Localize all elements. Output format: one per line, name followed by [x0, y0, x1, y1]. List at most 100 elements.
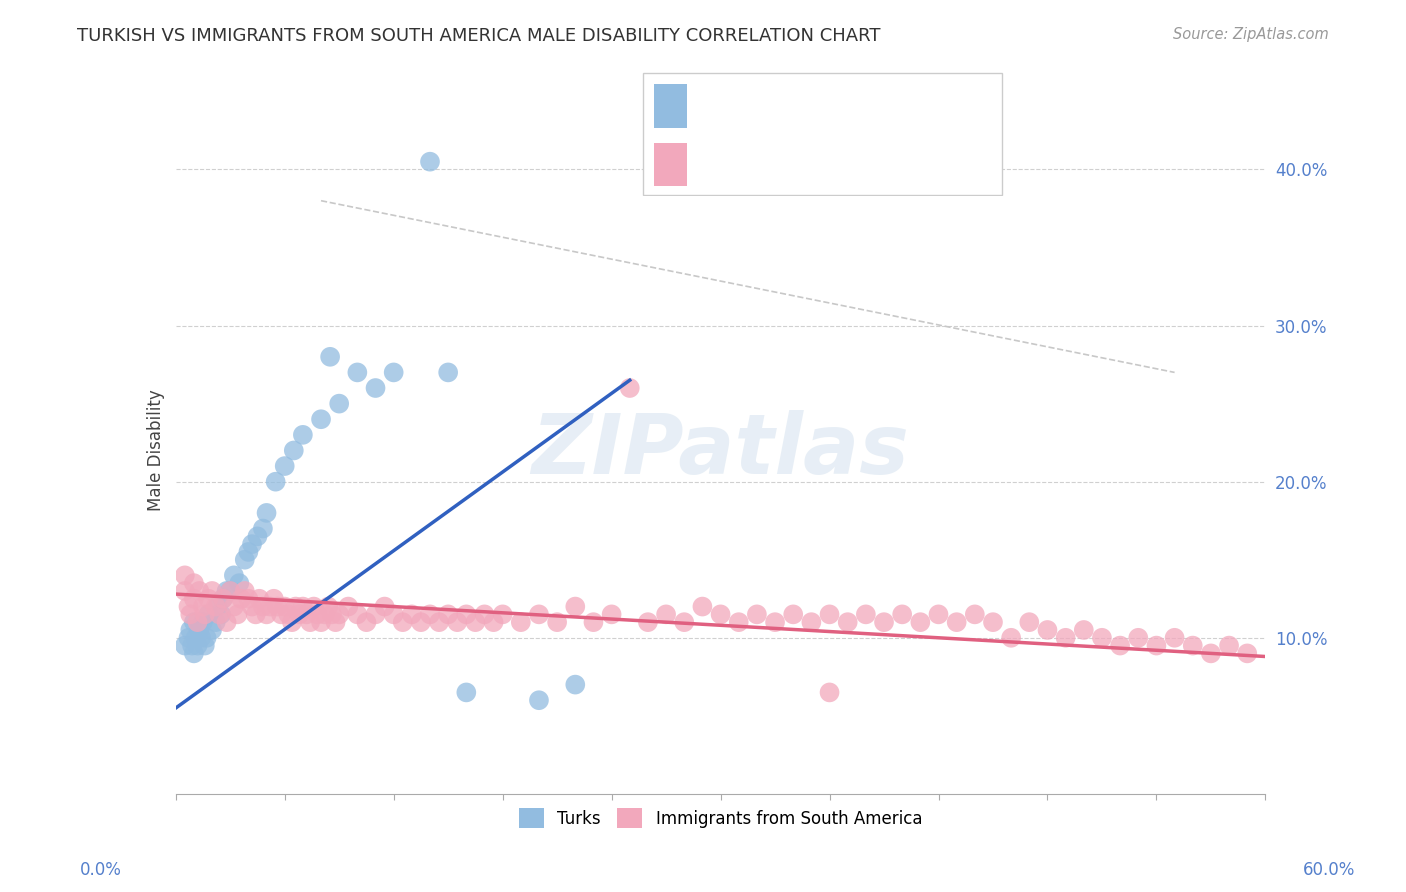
Point: [231, 591, 253, 606]
Point: [188, 583, 211, 598]
Point: [228, 576, 250, 591]
Point: [307, 607, 329, 622]
Point: [209, 607, 232, 622]
Point: [1091, 631, 1114, 645]
Point: [437, 607, 460, 622]
Point: [509, 615, 531, 630]
Point: [337, 599, 360, 614]
Point: [1000, 631, 1022, 645]
Point: [201, 583, 224, 598]
Point: [818, 607, 841, 622]
Point: [183, 576, 205, 591]
Point: [173, 568, 195, 582]
Point: [314, 607, 336, 622]
Point: [281, 615, 304, 630]
Point: [302, 599, 325, 614]
Point: [619, 381, 641, 395]
Point: [194, 607, 217, 622]
Text: R =: R =: [699, 97, 734, 115]
Point: [184, 631, 207, 645]
Point: [291, 599, 314, 614]
Point: [1054, 631, 1077, 645]
Point: [374, 599, 396, 614]
Point: [600, 607, 623, 622]
Point: [190, 631, 212, 645]
Text: N =: N =: [866, 97, 903, 115]
Point: [291, 427, 314, 442]
Point: [194, 639, 217, 653]
Point: [212, 591, 235, 606]
Point: [264, 475, 287, 489]
Point: [197, 591, 219, 606]
FancyBboxPatch shape: [644, 72, 1001, 195]
Text: Source: ZipAtlas.com: Source: ZipAtlas.com: [1173, 27, 1329, 42]
Point: [391, 615, 413, 630]
Point: [238, 545, 260, 559]
Point: [188, 623, 211, 637]
Text: 106: 106: [943, 153, 980, 170]
Point: [195, 631, 218, 645]
Point: [274, 599, 297, 614]
Point: [256, 607, 278, 622]
Point: [637, 615, 659, 630]
Point: [873, 615, 896, 630]
Point: [456, 607, 478, 622]
Point: [364, 381, 387, 395]
Point: [318, 599, 340, 614]
Point: [763, 615, 786, 630]
Point: [259, 599, 281, 614]
FancyBboxPatch shape: [654, 84, 688, 128]
Point: [181, 639, 204, 653]
Point: [945, 615, 967, 630]
Point: [219, 583, 242, 598]
Point: [582, 615, 605, 630]
Legend: Turks, Immigrants from South America: Turks, Immigrants from South America: [512, 801, 929, 835]
Point: [409, 615, 432, 630]
Point: [215, 615, 238, 630]
Point: [191, 599, 214, 614]
Point: [240, 599, 263, 614]
Point: [546, 615, 568, 630]
Point: [564, 599, 586, 614]
Point: [212, 591, 235, 606]
Point: [727, 615, 749, 630]
Point: [1181, 639, 1204, 653]
Point: [233, 552, 256, 567]
Point: [891, 607, 914, 622]
Point: [321, 607, 343, 622]
Point: [179, 607, 201, 622]
Point: [818, 685, 841, 699]
Point: [382, 366, 405, 380]
Point: [963, 607, 986, 622]
Point: [346, 607, 368, 622]
Point: [492, 607, 515, 622]
Point: [1218, 639, 1240, 653]
Point: [673, 615, 696, 630]
Point: [328, 607, 350, 622]
Point: [800, 615, 823, 630]
Text: 0.0%: 0.0%: [80, 861, 122, 879]
Point: [201, 623, 224, 637]
Point: [183, 646, 205, 660]
Point: [1236, 646, 1258, 660]
Point: [474, 607, 496, 622]
Point: [240, 537, 263, 551]
Point: [222, 599, 245, 614]
Point: [446, 615, 468, 630]
Point: [1199, 646, 1222, 660]
Text: ZIPatlas: ZIPatlas: [531, 410, 910, 491]
Point: [277, 607, 299, 622]
Point: [197, 607, 219, 622]
Point: [782, 607, 804, 622]
Point: [247, 591, 270, 606]
Point: [186, 615, 209, 630]
Point: [419, 607, 441, 622]
Point: [427, 615, 450, 630]
Point: [207, 599, 229, 614]
Point: [527, 693, 550, 707]
Point: [215, 583, 238, 598]
Text: N =: N =: [866, 153, 903, 170]
Point: [263, 591, 285, 606]
Point: [177, 599, 200, 614]
Point: [274, 458, 297, 473]
